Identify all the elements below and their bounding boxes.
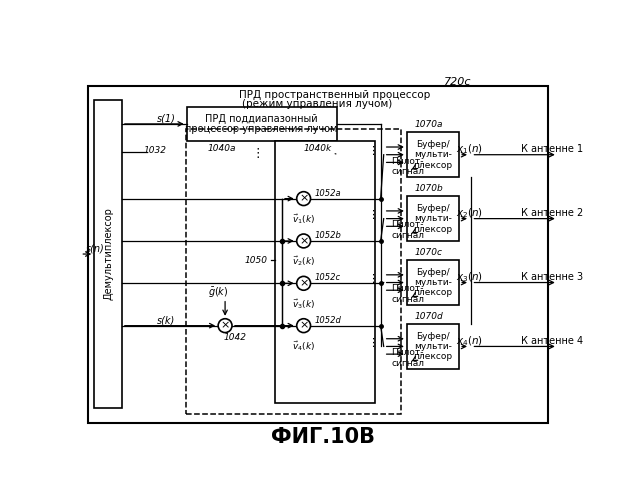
Text: К антенне 2: К антенне 2 — [521, 208, 583, 218]
Circle shape — [297, 234, 311, 248]
Text: Буфер/
мульти-
плексор: Буфер/ мульти- плексор — [413, 140, 452, 170]
FancyBboxPatch shape — [275, 141, 375, 403]
Text: $\vec{v}_1(k)$: $\vec{v}_1(k)$ — [292, 212, 315, 226]
Text: $\times$: $\times$ — [220, 320, 230, 331]
Text: процессор управления лучом: процессор управления лучом — [185, 124, 338, 134]
Text: ⋮: ⋮ — [367, 210, 378, 220]
Text: $\times$: $\times$ — [299, 194, 309, 204]
Text: $\times$: $\times$ — [299, 236, 309, 246]
Text: 720c: 720c — [444, 76, 471, 86]
Circle shape — [297, 192, 311, 205]
Text: Пилот-
сигнал: Пилот- сигнал — [391, 348, 425, 368]
Text: (режим управления лучом): (режим управления лучом) — [243, 99, 392, 109]
Text: 1052a: 1052a — [314, 188, 341, 198]
Text: s(k): s(k) — [158, 316, 176, 326]
Text: 1052b: 1052b — [314, 231, 341, 240]
Text: $\times$: $\times$ — [299, 278, 309, 288]
Text: ⋮: ⋮ — [251, 148, 264, 160]
Text: Пилот-
сигнал: Пилот- сигнал — [391, 156, 425, 176]
Text: 1070a: 1070a — [415, 120, 443, 129]
Circle shape — [297, 318, 311, 332]
Text: Буфер/
мульти-
плексор: Буфер/ мульти- плексор — [413, 332, 452, 362]
Text: $x_2(n)$: $x_2(n)$ — [456, 206, 483, 220]
Text: К антенне 1: К антенне 1 — [521, 144, 583, 154]
FancyBboxPatch shape — [407, 324, 459, 369]
Text: 1052d: 1052d — [314, 316, 341, 325]
Text: ПРД пространственный процессор: ПРД пространственный процессор — [239, 90, 430, 100]
Text: Пилот-
сигнал: Пилот- сигнал — [391, 284, 425, 304]
Text: 1042: 1042 — [224, 334, 246, 342]
Text: $\vec{v}_4(k)$: $\vec{v}_4(k)$ — [292, 340, 315, 353]
Text: К антенне 3: К антенне 3 — [521, 272, 583, 282]
Text: ⋮: ⋮ — [367, 146, 378, 156]
Text: $x_4(n)$: $x_4(n)$ — [456, 334, 483, 348]
FancyBboxPatch shape — [407, 196, 459, 241]
FancyBboxPatch shape — [407, 132, 459, 177]
FancyBboxPatch shape — [407, 260, 459, 305]
Text: 1040k: 1040k — [304, 144, 332, 153]
Text: s(n): s(n) — [86, 244, 105, 254]
Text: ⋮: ⋮ — [367, 338, 378, 347]
Text: $\times$: $\times$ — [299, 320, 309, 331]
Circle shape — [297, 276, 311, 290]
Text: ФИГ.10В: ФИГ.10В — [271, 428, 375, 448]
Text: К антенне 4: К антенне 4 — [521, 336, 583, 346]
Text: Пилот-
сигнал: Пилот- сигнал — [391, 220, 425, 240]
Text: ПРД поддиапазонный: ПРД поддиапазонный — [205, 114, 318, 124]
Text: 1070d: 1070d — [415, 312, 444, 321]
Text: 1052c: 1052c — [314, 274, 341, 282]
Text: ⋮: ⋮ — [367, 274, 378, 283]
Text: $\bar{g}(k)$: $\bar{g}(k)$ — [208, 286, 229, 300]
Text: 1050: 1050 — [244, 256, 267, 264]
Circle shape — [218, 318, 232, 332]
Text: $x_1(n)$: $x_1(n)$ — [456, 142, 483, 156]
Text: $\vec{v}_2(k)$: $\vec{v}_2(k)$ — [292, 255, 315, 268]
Text: Буфер/
мульти-
плексор: Буфер/ мульти- плексор — [413, 268, 452, 298]
Text: s(1): s(1) — [157, 114, 176, 124]
Text: 1070b: 1070b — [415, 184, 444, 193]
Text: $x_3(n)$: $x_3(n)$ — [456, 270, 483, 284]
Text: Буфер/
мульти-
плексор: Буфер/ мульти- плексор — [413, 204, 452, 234]
FancyBboxPatch shape — [88, 86, 549, 424]
Text: 1070c: 1070c — [415, 248, 442, 257]
Text: 1040a: 1040a — [207, 144, 236, 153]
Text: Демультиплексор: Демультиплексор — [103, 208, 113, 300]
FancyBboxPatch shape — [94, 100, 122, 408]
FancyBboxPatch shape — [186, 107, 336, 141]
Text: $\vec{v}_3(k)$: $\vec{v}_3(k)$ — [292, 297, 315, 311]
Text: 1032: 1032 — [144, 146, 166, 156]
